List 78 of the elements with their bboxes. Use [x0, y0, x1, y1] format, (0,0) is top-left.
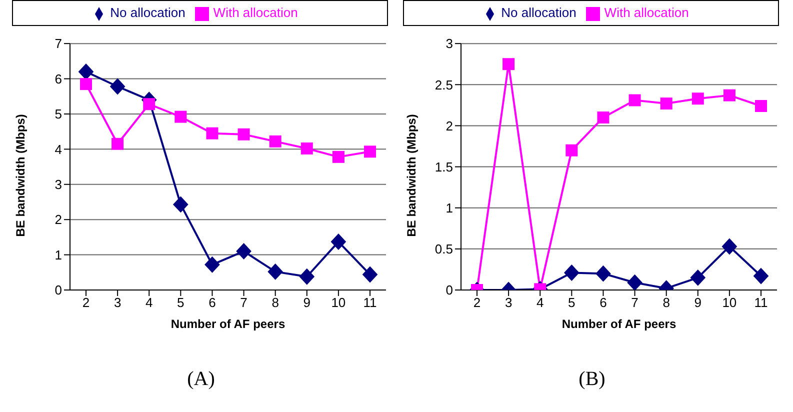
x-tick-label: 3	[504, 295, 512, 310]
x-tick-label: 2	[473, 295, 481, 310]
y-tick-label: 7	[54, 36, 62, 52]
point	[597, 111, 610, 124]
point	[723, 89, 736, 102]
x-tick-label: 2	[82, 295, 90, 310]
point	[299, 268, 314, 285]
x-tick-label: 4	[536, 295, 544, 310]
point	[143, 98, 156, 110]
y-tick-label: 2.5	[434, 77, 453, 92]
x-tick-label: 11	[363, 295, 377, 310]
point	[690, 270, 706, 286]
y-axis-title: BE bandwidth (Mbps)	[13, 114, 28, 237]
point	[173, 196, 188, 212]
x-tick-label: 7	[240, 295, 248, 310]
point	[174, 110, 187, 123]
y-tick-label: 1	[446, 200, 453, 216]
y-tick-label: 3	[446, 36, 453, 52]
y-tick-label: 5	[54, 106, 62, 122]
x-axis-title: Number of AF peers	[170, 317, 286, 331]
x-tick-label: 3	[114, 295, 122, 310]
point	[754, 268, 768, 284]
point	[628, 94, 641, 106]
y-tick-label: 0.5	[434, 242, 453, 257]
point	[660, 98, 672, 110]
y-tick-label: 4	[54, 142, 62, 157]
y-tick-label: 0	[446, 282, 453, 298]
legend-label: No allocation	[501, 5, 576, 20]
legend-label: With allocation	[213, 5, 298, 20]
x-axis-title: Number of AF peers	[562, 317, 676, 331]
text: (B)	[578, 368, 606, 391]
point	[236, 243, 252, 260]
y-tick-label: 1	[54, 247, 62, 262]
point	[80, 78, 92, 90]
x-tick-label: 6	[208, 295, 216, 310]
point	[692, 92, 704, 105]
point	[112, 138, 124, 150]
point	[332, 150, 344, 163]
point	[78, 64, 94, 80]
point	[300, 142, 313, 154]
y-tick-label: 2	[54, 212, 62, 228]
point	[110, 78, 126, 95]
y-tick-label: 6	[54, 71, 62, 86]
text: (A)	[187, 368, 215, 391]
x-tick-label: 11	[754, 295, 768, 310]
x-tick-label: 10	[331, 295, 346, 310]
x-tick-label: 8	[662, 295, 670, 310]
y-tick-label: 1.5	[434, 159, 453, 174]
x-tick-label: 5	[177, 295, 184, 310]
y-tick-label: 3	[54, 177, 62, 192]
point	[627, 274, 642, 290]
legend-label: No allocation	[110, 5, 186, 20]
x-tick-label: 7	[631, 295, 638, 310]
y-axis-title: BE bandwidth (Mbps)	[404, 114, 418, 237]
point	[596, 266, 611, 282]
x-tick-label: 9	[303, 295, 311, 310]
point	[268, 264, 283, 280]
point	[269, 135, 282, 148]
point	[564, 264, 580, 281]
point	[502, 58, 515, 70]
y-tick-label: 0	[54, 282, 62, 298]
x-tick-label: 9	[694, 295, 702, 310]
point	[722, 238, 737, 254]
point	[204, 256, 220, 273]
point	[755, 100, 767, 112]
point	[330, 234, 346, 250]
x-tick-label: 5	[568, 295, 576, 310]
point	[362, 266, 378, 283]
point	[364, 146, 376, 158]
x-tick-label: 8	[272, 295, 279, 310]
point	[238, 128, 250, 140]
x-tick-label: 10	[722, 295, 737, 310]
point	[206, 127, 218, 140]
y-tick-label: 2	[446, 118, 453, 134]
legend-label: With allocation	[604, 5, 689, 20]
x-tick-label: 6	[600, 295, 607, 310]
x-tick-label: 4	[145, 295, 153, 310]
point	[566, 144, 578, 156]
